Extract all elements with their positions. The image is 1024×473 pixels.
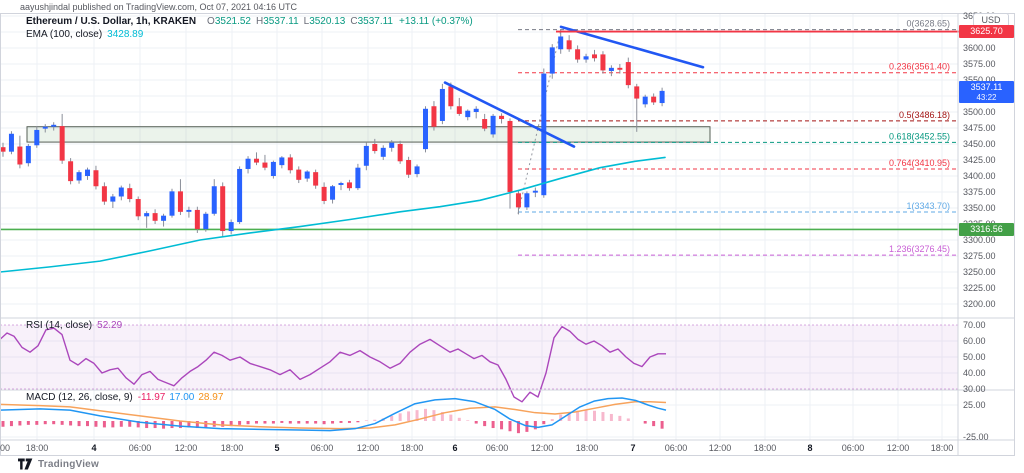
rsi-legend: RSI (14, close) 52.29	[26, 320, 122, 331]
svg-text:3300.00: 3300.00	[963, 235, 996, 245]
svg-text:3600.00: 3600.00	[963, 43, 996, 53]
time-label: 5	[274, 443, 280, 453]
svg-text:3500.00: 3500.00	[963, 107, 996, 117]
resistance-price-badge: 3625.70	[959, 25, 1014, 38]
svg-text:3250.00: 3250.00	[963, 267, 996, 277]
svg-text:3575.00: 3575.00	[963, 59, 996, 69]
svg-text:3200.00: 3200.00	[963, 299, 996, 309]
last-price-badge: 3537.11 43:22	[959, 81, 1014, 103]
time-label: 7	[630, 443, 636, 453]
footer-brand[interactable]: TradingView	[18, 458, 99, 470]
svg-text:30.00: 30.00	[963, 384, 986, 394]
rsi-value: 52.29	[97, 320, 123, 331]
macd-pane	[0, 397, 667, 434]
low-label: L	[303, 16, 310, 27]
time-label: 6	[452, 443, 458, 453]
time-label: 18:00	[400, 443, 424, 453]
time-label: 12:00	[708, 443, 732, 453]
ema-legend: EMA (100, close) 3428.89	[26, 29, 143, 40]
time-label: 18:00	[575, 443, 599, 453]
time-label: 12:00	[356, 443, 380, 453]
time-label: 06:00	[841, 443, 865, 453]
svg-text:-25.00: -25.00	[963, 432, 989, 442]
svg-text:3375.00: 3375.00	[963, 187, 996, 197]
svg-text:3425.00: 3425.00	[963, 155, 996, 165]
svg-text:3350.00: 3350.00	[963, 203, 996, 213]
ema-line	[0, 156, 666, 273]
svg-text:3550.00: 3550.00	[963, 75, 996, 85]
time-label: 8	[807, 443, 813, 453]
publish-credit: aayushjindal published on TradingView.co…	[20, 2, 298, 12]
svg-text:3475.00: 3475.00	[963, 123, 996, 133]
time-label: 18:00	[930, 443, 954, 453]
time-label: 4	[91, 443, 97, 453]
svg-text:3400.00: 3400.00	[963, 171, 996, 181]
open-label: O	[207, 16, 215, 27]
footer-brand-text: TradingView	[38, 458, 99, 470]
candles-layer	[0, 29, 665, 237]
tradingview-logo-icon	[18, 458, 33, 470]
svg-text:0.5(3486.18): 0.5(3486.18)	[899, 110, 950, 120]
ema-value: 3428.89	[107, 29, 144, 40]
pane-separators	[0, 13, 1015, 456]
macd-hist-value: -11.97	[137, 392, 166, 403]
bar-countdown: 43:22	[976, 93, 997, 102]
time-label: 18:00	[220, 443, 244, 453]
svg-text:0.236(3561.40): 0.236(3561.40)	[889, 62, 950, 72]
time-label: 12:00	[886, 443, 910, 453]
price-axis[interactable]	[958, 13, 1015, 456]
svg-text:1(3343.70): 1(3343.70)	[906, 201, 950, 211]
symbol-legend: Ethereum / U.S. Dollar, 1h, KRAKEN O3521.…	[26, 16, 473, 27]
time-label: 12:00	[530, 443, 554, 453]
svg-text:70.00: 70.00	[963, 320, 986, 330]
high-label: H	[255, 16, 264, 27]
macd-line-value: 17.00	[169, 392, 195, 403]
svg-text:25.00: 25.00	[963, 400, 986, 410]
low-value: 3520.13	[309, 16, 346, 27]
svg-text:3450.00: 3450.00	[963, 139, 996, 149]
svg-text:0(3628.65): 0(3628.65)	[906, 19, 950, 29]
svg-text:1.236(3276.45): 1.236(3276.45)	[889, 244, 950, 254]
time-axis[interactable]: 00 18:00 4 06:00 12:00 18:00 5 06:00 12:00 18:00 6…	[0, 440, 958, 456]
symbol-title: Ethereum / U.S. Dollar, 1h, KRAKEN	[26, 16, 197, 27]
time-label: 06:00	[664, 443, 688, 453]
time-label: 18:00	[25, 443, 49, 453]
time-label: 06:00	[485, 443, 509, 453]
svg-text:0.618(3452.55): 0.618(3452.55)	[889, 131, 950, 141]
macd-label: MACD (12, 26, close, 9)	[26, 392, 133, 403]
time-label: 06:00	[128, 443, 152, 453]
time-label: 00	[0, 443, 11, 453]
support-price-badge: 3316.56	[959, 223, 1014, 236]
currency-toggle-button[interactable]: USD	[973, 13, 1009, 27]
svg-text:0.764(3410.95): 0.764(3410.95)	[889, 158, 950, 168]
svg-text:50.00: 50.00	[963, 352, 986, 362]
time-label: 12:00	[174, 443, 198, 453]
svg-text:3275.00: 3275.00	[963, 251, 996, 261]
rsi-label: RSI (14, close)	[26, 320, 93, 331]
svg-text:40.00: 40.00	[963, 368, 986, 378]
close-value: 3537.11	[357, 16, 393, 27]
change-value: +13.11 (+0.37%)	[398, 16, 473, 27]
rsi-pane	[0, 324, 958, 403]
macd-legend: MACD (12, 26, close, 9) -11.97 17.00 28.97	[26, 392, 223, 403]
macd-signal-value: 28.97	[198, 392, 224, 403]
high-value: 3537.11	[263, 16, 299, 27]
svg-text:60.00: 60.00	[963, 336, 986, 346]
trendlines	[443, 25, 705, 148]
time-label: 18:00	[753, 443, 777, 453]
ema-label: EMA (100, close)	[26, 29, 103, 40]
time-label: 06:00	[310, 443, 334, 453]
grid-layer	[0, 14, 958, 440]
support-zone	[26, 126, 711, 143]
close-label: C	[350, 16, 358, 27]
last-price-value: 3537.11	[970, 82, 1003, 92]
fib-retracement: 0(3628.65) 0.236(3561.40) 0.5(3486.18) 0.61…	[517, 19, 958, 256]
svg-text:3225.00: 3225.00	[963, 283, 996, 293]
open-value: 3521.52	[214, 16, 251, 27]
